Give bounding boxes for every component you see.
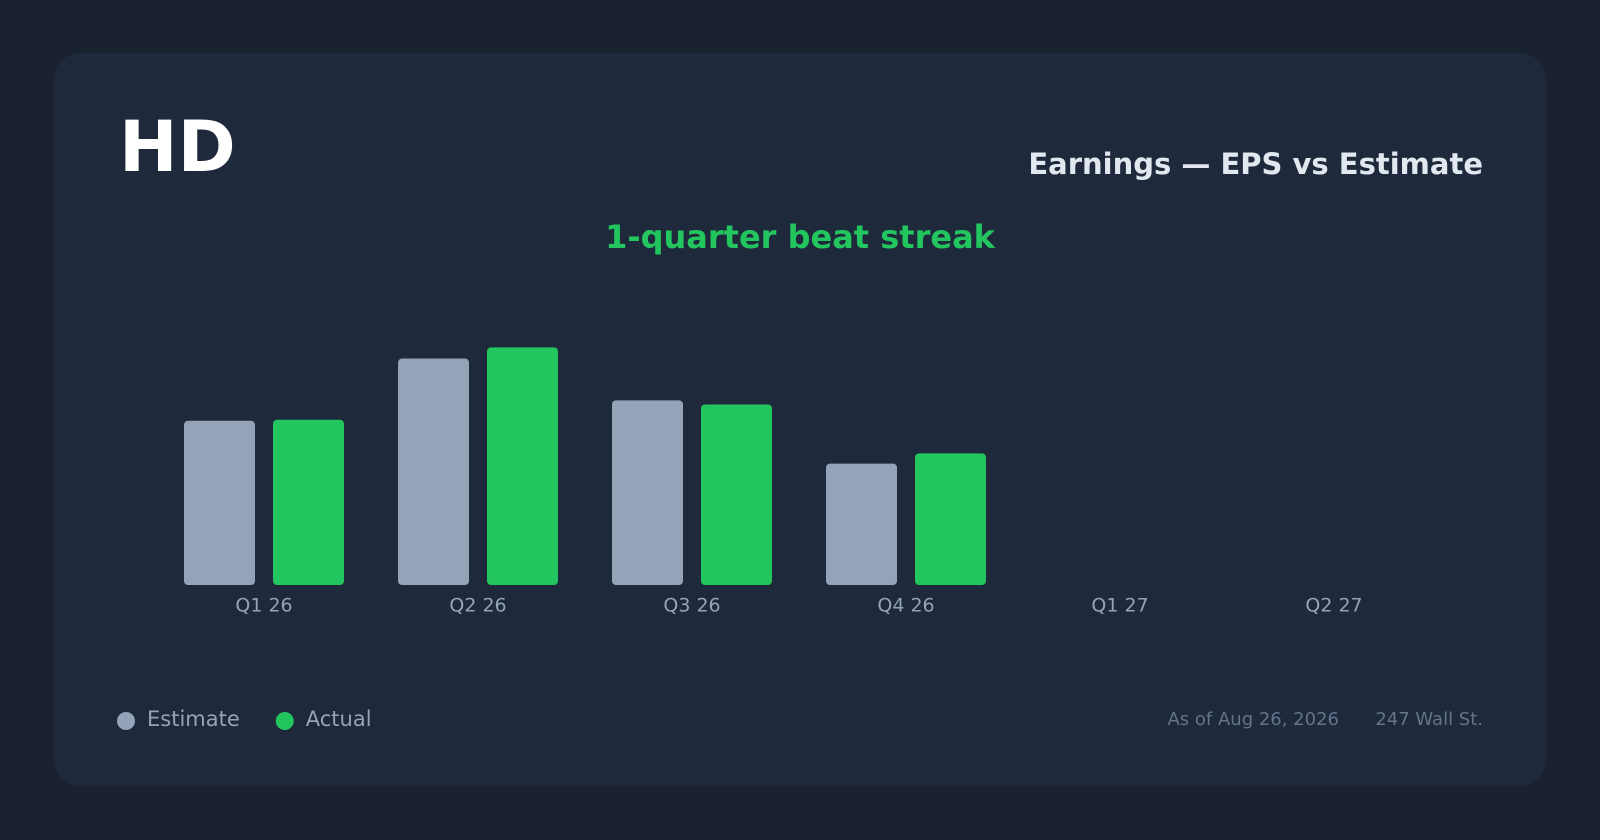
x-tick-label: Q3 26: [663, 595, 720, 617]
bar: [398, 358, 469, 585]
x-tick-label: Q4 26: [877, 595, 934, 617]
legend-label: Actual: [306, 707, 372, 731]
as-of-note: As of Aug 26, 2026: [1167, 709, 1339, 730]
x-tick-label: Q1 27: [1091, 595, 1148, 617]
bar: [184, 420, 255, 585]
bar: [612, 400, 683, 585]
bar: [826, 463, 897, 585]
subtitle: Earnings — EPS vs Estimate: [1028, 147, 1483, 181]
bar: [701, 404, 772, 585]
x-tick-label: Q2 26: [449, 595, 506, 617]
ticker-title: HD: [119, 106, 236, 188]
legend-label: Estimate: [147, 707, 240, 731]
streak-annotation: 1-quarter beat streak: [605, 218, 996, 256]
source: 247 Wall St.: [1375, 709, 1483, 730]
x-tick-label: Q1 26: [235, 595, 292, 617]
card: [54, 53, 1546, 786]
bar: [487, 347, 558, 585]
legend-swatch: [275, 712, 294, 730]
bar: [915, 453, 986, 585]
legend-swatch: [117, 712, 135, 730]
bar: [273, 419, 344, 585]
x-tick-label: Q2 27: [1305, 595, 1362, 617]
